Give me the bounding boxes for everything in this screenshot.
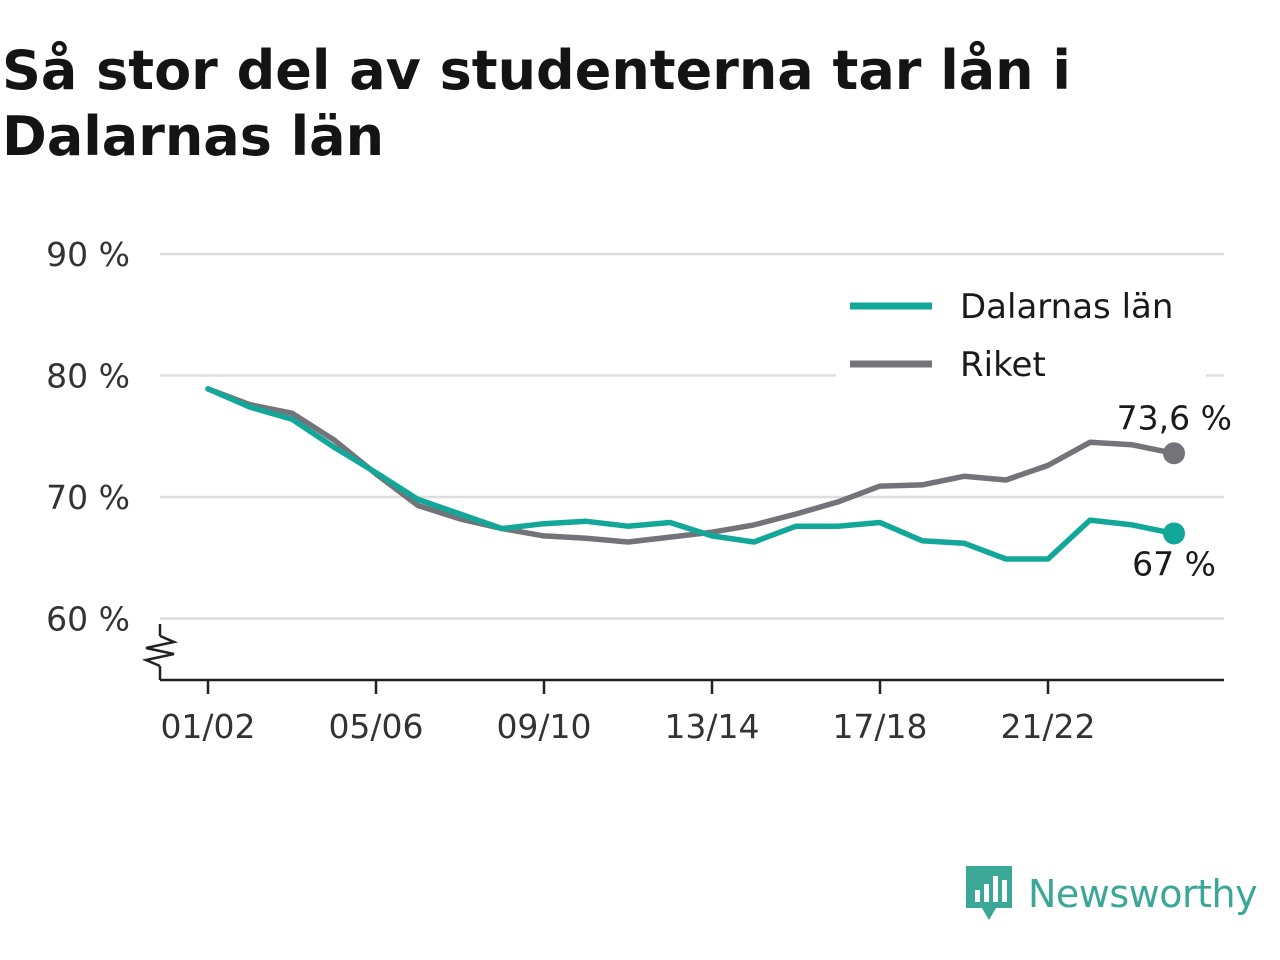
x-tick-label: 01/02 [160,707,255,746]
end-point-marker [1163,442,1185,465]
x-tick-label: 09/10 [496,707,591,746]
series-line-riket [205,386,1177,545]
series-lines [205,386,1185,562]
brand-name: Newsworthy [1028,872,1258,916]
chart-title: Så stor del av studenterna tar lån i Dal… [2,39,1071,168]
y-axis-ticks: 60 % 70 % 80 % 90 % [46,235,130,639]
y-tick-label: 60 % [46,600,130,639]
y-tick-label: 70 % [46,478,130,517]
x-tick-label: 13/14 [664,707,759,746]
x-tick-label: 05/06 [328,707,423,746]
end-label-riket: 73,6 % [1117,398,1232,437]
x-tick-label: 21/22 [1000,707,1095,746]
axis-break-icon [141,634,179,668]
series-line-dalarnas-lan [205,386,1177,562]
end-labels: 73,6 % 67 % [1117,398,1232,583]
legend-label: Riket [960,345,1046,385]
end-point-marker [1163,522,1185,545]
x-tick-label: 17/18 [832,707,927,746]
legend-label: Dalarnas län [960,287,1173,327]
newsworthy-logo: Newsworthy [964,864,1258,924]
end-label-dalarnas-lan: 67 % [1132,544,1216,583]
y-tick-label: 90 % [46,235,130,274]
newsworthy-logo-icon [966,866,1012,920]
x-axis [141,624,1224,682]
x-axis-ticks: 01/02 05/06 09/10 13/14 17/18 21/22 [160,680,1096,746]
y-tick-label: 80 % [46,357,130,396]
legend: Dalarnas län Riket [836,282,1206,385]
